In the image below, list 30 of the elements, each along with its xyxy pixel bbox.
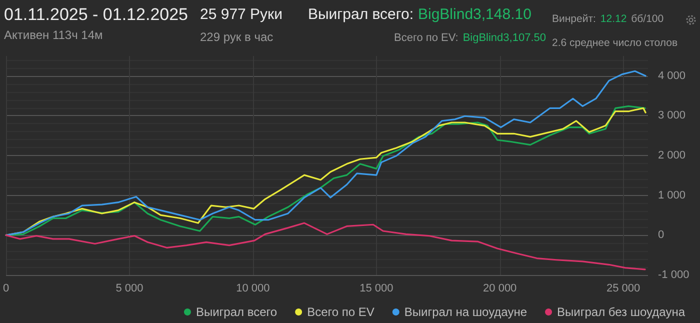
x-tick-label: 20 000 [483,282,517,294]
y-tick-label: 2 000 [658,150,686,162]
text: 12.12 [600,13,627,25]
text: 2.6 среднее число столов [552,37,678,49]
y-tick-label: 4 000 [658,70,686,82]
text: Винрейт: [552,13,596,25]
line-series [5,222,646,270]
x-tick-label: 5 000 [116,282,144,294]
x-tick-label: 10 000 [236,282,270,294]
x-tick-label: 25 000 [606,282,640,294]
y-tick-label: 1 000 [658,189,686,202]
text: 25 977 Руки [200,6,282,23]
text: BigBlind3,148.10 [418,6,532,23]
text: Всего по EV: [394,32,458,44]
chart-subtitle: Активен 113ч 14м [4,28,104,42]
y-tick-label: 0 [658,229,664,242]
text: Выиграл всего: [308,6,414,23]
legend-label: Выиграл всего [196,305,278,319]
x-tick-label: 15 000 [360,282,394,294]
x-tick-label: 0 [2,282,10,294]
legend-label: Выиграл без шоудауна [557,305,686,319]
text: BigBlind3,107.50 [462,32,546,44]
text: 229 рук в час [200,30,274,44]
y-tick-label: -1 000 [658,269,690,281]
chart-title: 01.11.2025 - 01.12.2025 [4,5,188,25]
line-series [5,70,646,236]
legend-label: Выиграл на шоудауне [404,305,528,319]
y-tick-label: 3 000 [658,110,686,122]
legend-label: Всего по EV [307,305,374,319]
text: бб/100 [631,13,664,25]
